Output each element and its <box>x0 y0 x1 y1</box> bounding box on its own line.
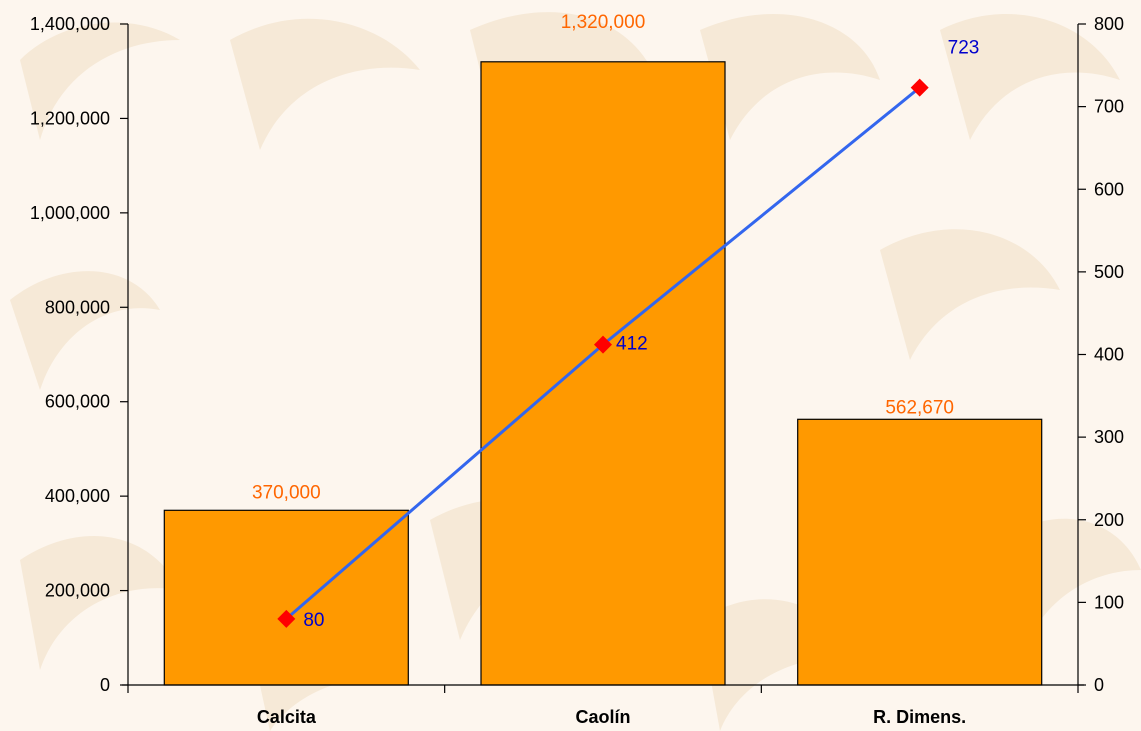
watermark-swirl <box>20 536 180 670</box>
right-axis-tick-label: 500 <box>1094 262 1124 282</box>
bar-data-label: 562,670 <box>885 397 954 418</box>
bar-data-label: 1,320,000 <box>561 12 646 33</box>
line-data-label: 723 <box>948 38 980 59</box>
bar-1 <box>163 509 409 686</box>
bar-3 <box>797 418 1043 686</box>
line-data-label: 80 <box>303 610 324 631</box>
watermark-swirl <box>230 18 420 150</box>
right-axis-tick-label: 0 <box>1094 675 1104 695</box>
x-category-label: Caolín <box>575 707 630 727</box>
x-category-label: Calcita <box>257 707 317 727</box>
left-axis-tick-label: 400,000 <box>45 486 110 506</box>
watermark-swirl <box>880 229 1060 360</box>
watermark-swirl <box>700 14 880 140</box>
bar-data-label: 370,000 <box>252 482 321 503</box>
right-axis-tick-label: 800 <box>1094 14 1124 34</box>
left-axis-tick-label: 1,000,000 <box>30 203 110 223</box>
left-axis-tick-label: 0 <box>100 675 110 695</box>
left-axis-tick-label: 800,000 <box>45 297 110 317</box>
right-axis-tick-label: 700 <box>1094 97 1124 117</box>
line-marker-2 <box>594 335 612 354</box>
left-axis-tick-label: 200,000 <box>45 581 110 601</box>
line-series-group <box>277 78 929 628</box>
x-category-label: R. Dimens. <box>873 707 966 727</box>
right-axis-tick-label: 400 <box>1094 345 1124 365</box>
left-axis-tick-label: 1,400,000 <box>30 14 110 34</box>
left-axis-tick-label: 1,200,000 <box>30 108 110 128</box>
right-axis-tick-label: 100 <box>1094 592 1124 612</box>
line-data-label: 412 <box>616 334 648 355</box>
watermark-swirl <box>10 271 160 390</box>
line-marker-3 <box>910 78 929 97</box>
bars-group <box>163 61 1043 686</box>
right-axis-tick-label: 600 <box>1094 179 1124 199</box>
labels-group: 370,000 1,320,000 562,670 80 412 723 <box>252 12 979 631</box>
axes-group: 0 200,000 400,000 600,000 800,000 1,000,000 1,… <box>30 14 1124 727</box>
right-axis-tick-label: 200 <box>1094 510 1124 530</box>
right-axis-tick-label: 300 <box>1094 427 1124 447</box>
bar-2 <box>480 61 726 686</box>
watermark-swirl <box>940 14 1120 140</box>
left-axis-tick-label: 600,000 <box>45 392 110 412</box>
watermark-swirl <box>20 22 180 140</box>
line-marker-1 <box>277 609 296 628</box>
